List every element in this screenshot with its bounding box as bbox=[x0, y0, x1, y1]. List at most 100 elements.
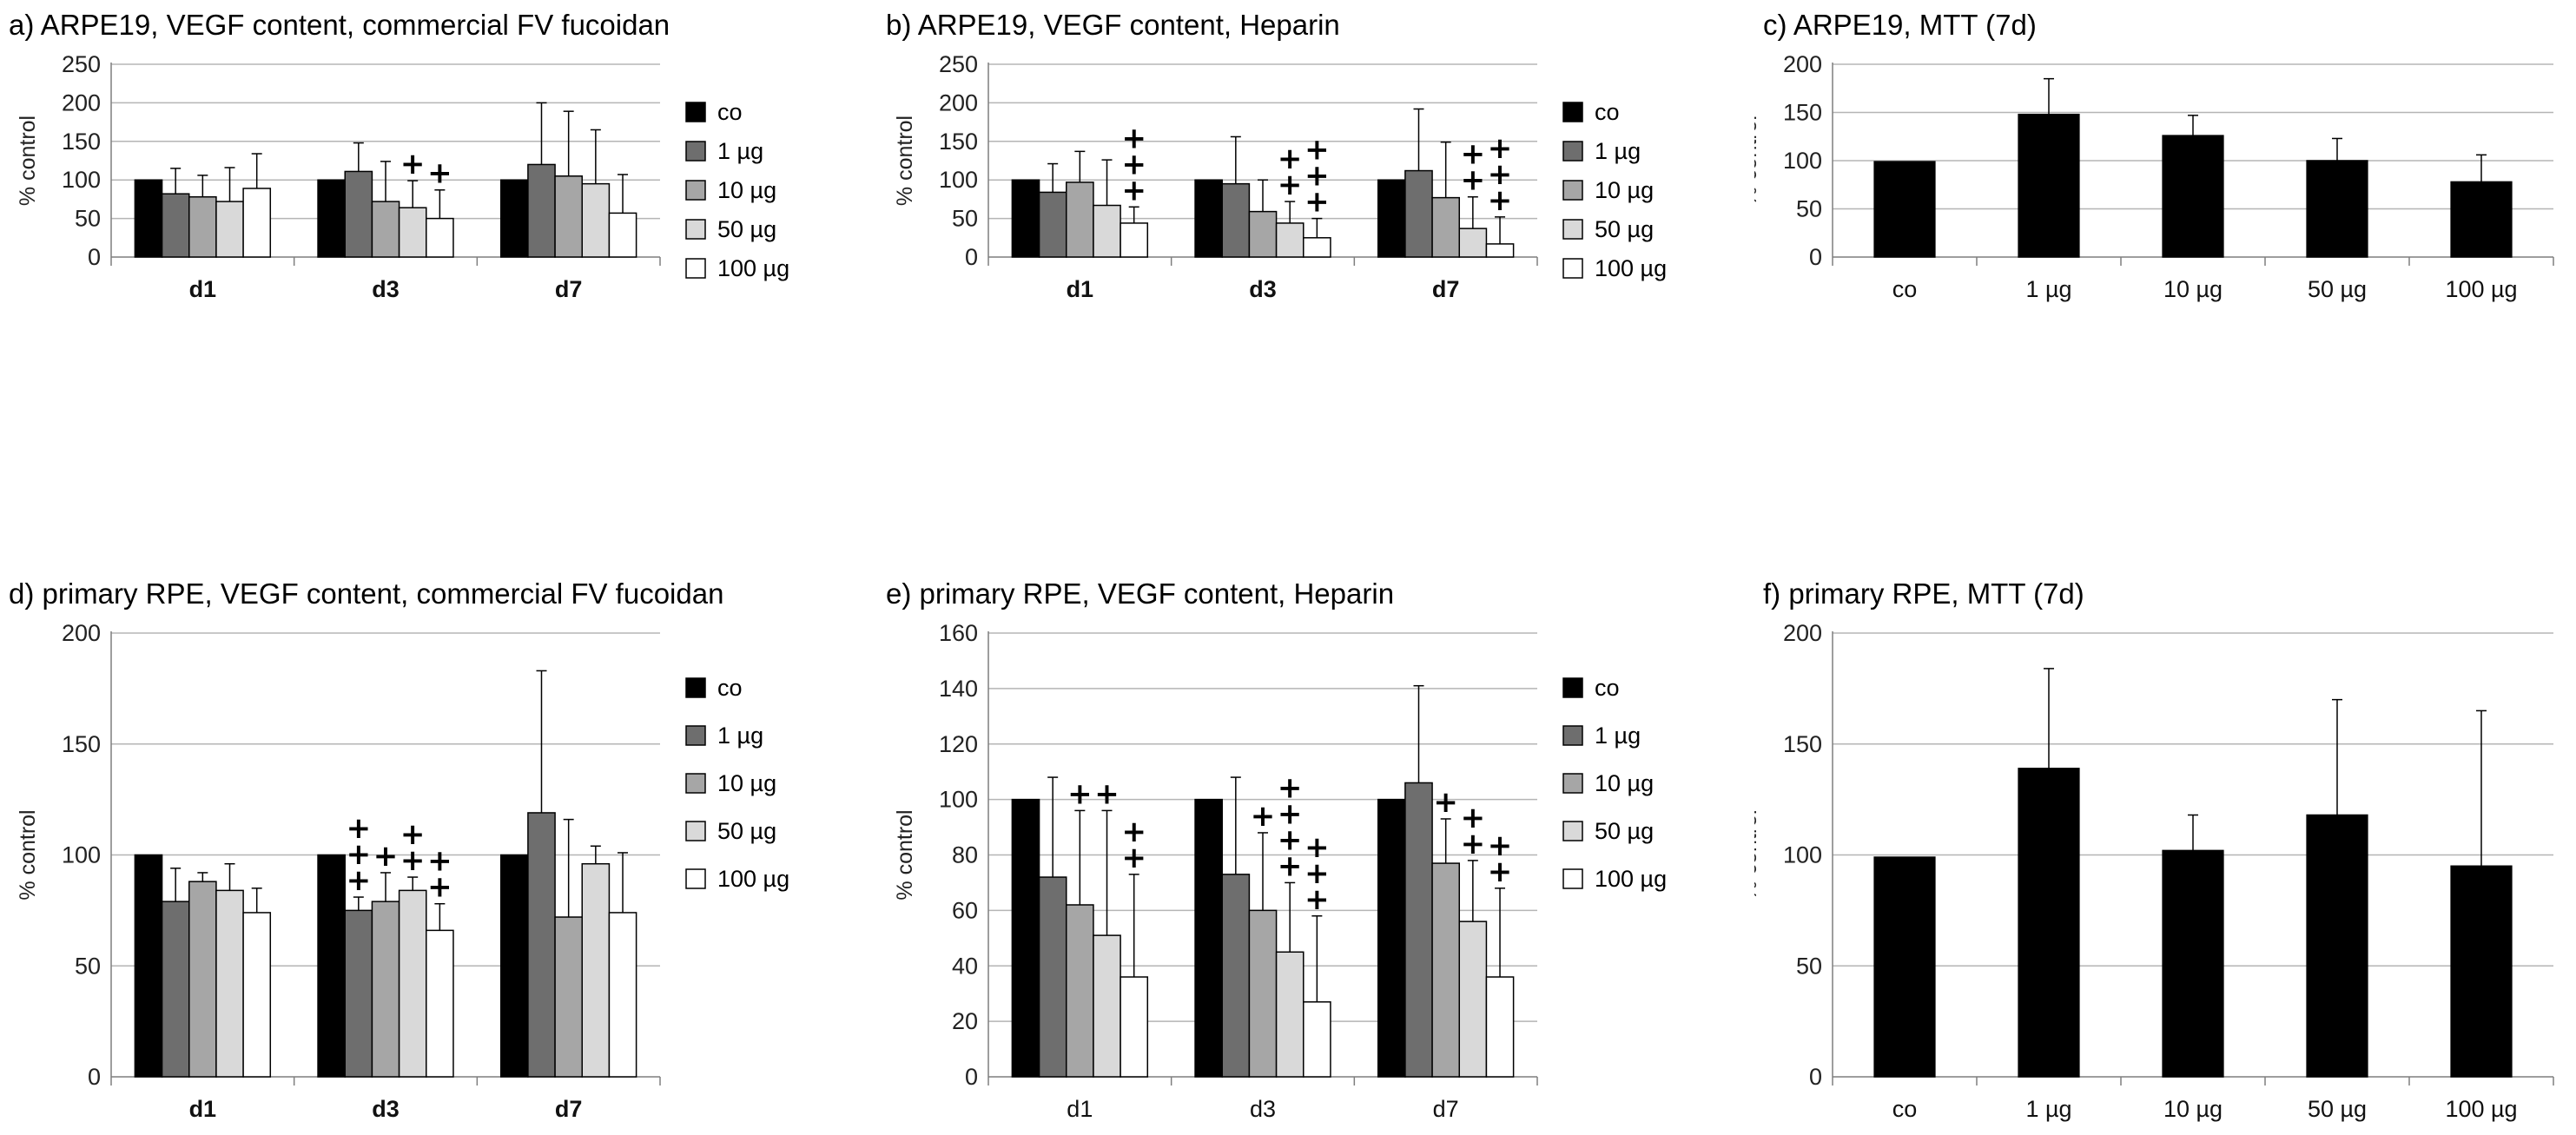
bar-MTT-1g bbox=[2018, 768, 2080, 1078]
legend-label: 10 µg bbox=[717, 770, 776, 796]
significance-marker: + bbox=[400, 817, 426, 852]
bar-1g-d1 bbox=[1038, 876, 1067, 1078]
bar-10g-d3 bbox=[371, 901, 400, 1078]
chart-panel-a: a) ARPE19, VEGF content, commercial FV f… bbox=[0, 0, 860, 564]
x-category-label: d3 bbox=[372, 276, 400, 302]
bar-1g-d3 bbox=[344, 170, 373, 258]
bar-MTT-50g bbox=[2306, 160, 2368, 258]
legend-label: co bbox=[1595, 99, 1620, 125]
legend-label: 10 µg bbox=[1595, 770, 1654, 796]
x-category-label: 100 µg bbox=[2445, 276, 2517, 302]
bar-MTT-1g bbox=[2018, 113, 2080, 258]
significance-marker: + bbox=[1278, 770, 1303, 805]
bar-50g-d1 bbox=[215, 201, 244, 258]
legend-swatch bbox=[685, 219, 706, 240]
x-category-label: 10 µg bbox=[2163, 276, 2223, 302]
x-category-label: d7 bbox=[555, 276, 583, 302]
y-tick-label: 200 bbox=[939, 89, 978, 115]
bar-co-d7 bbox=[499, 179, 529, 258]
legend-swatch bbox=[685, 725, 706, 746]
x-category-label: d3 bbox=[1249, 276, 1277, 302]
chart-panel-e: e) primary RPE, VEGF content, Heparin 0 20… bbox=[877, 566, 1737, 1135]
y-tick-label: 200 bbox=[62, 620, 101, 646]
significance-marker: + bbox=[1251, 799, 1276, 834]
legend-swatch bbox=[1562, 725, 1583, 746]
bar-50g-d3 bbox=[1275, 222, 1305, 258]
legend-label: co bbox=[717, 99, 743, 125]
bar-10g-d1 bbox=[188, 881, 217, 1078]
bar-100g-d7 bbox=[1485, 976, 1515, 1078]
bar-10g-d1 bbox=[1065, 181, 1094, 258]
bar-co-d3 bbox=[317, 854, 346, 1078]
bar-100g-d1 bbox=[242, 188, 272, 258]
legend-swatch bbox=[685, 868, 706, 889]
bar-1g-d3 bbox=[1221, 182, 1251, 258]
x-category-label: d1 bbox=[1067, 276, 1094, 302]
bar-co-d1 bbox=[134, 179, 163, 258]
legend-label: 100 µg bbox=[1595, 866, 1667, 892]
significance-marker: + bbox=[1305, 159, 1330, 194]
y-tick-label: 150 bbox=[939, 129, 978, 155]
significance-marker: + bbox=[1121, 841, 1146, 875]
bar-100g-d1 bbox=[1120, 976, 1149, 1078]
x-category-label: 10 µg bbox=[2163, 1096, 2223, 1122]
legend-label: co bbox=[717, 675, 743, 701]
chart-title: d) primary RPE, VEGF content, commercial… bbox=[9, 577, 723, 610]
chart-title: b) ARPE19, VEGF content, Heparin bbox=[886, 9, 1340, 41]
bar-10g-d3 bbox=[1248, 909, 1278, 1078]
x-category-label: 50 µg bbox=[2308, 1096, 2367, 1122]
legend-label: 1 µg bbox=[1595, 138, 1641, 164]
significance-marker: + bbox=[1488, 828, 1513, 863]
bar-100g-d7 bbox=[1485, 243, 1515, 258]
y-tick-label: 200 bbox=[1783, 620, 1822, 646]
bar-co-d1 bbox=[1011, 798, 1040, 1078]
y-axis-label: % control bbox=[16, 809, 40, 900]
bar-50g-d7 bbox=[581, 862, 611, 1078]
y-tick-label: 0 bbox=[965, 1064, 978, 1090]
y-tick-label: 100 bbox=[939, 167, 978, 193]
y-axis-label: % control bbox=[1754, 115, 1761, 206]
x-category-label: d7 bbox=[555, 1096, 583, 1122]
bar-co-d7 bbox=[1377, 179, 1406, 258]
chart-title: c) ARPE19, MTT (7d) bbox=[1763, 9, 2037, 41]
significance-marker: + bbox=[373, 839, 399, 874]
bar-50g-d3 bbox=[398, 207, 427, 258]
legend-label: 1 µg bbox=[1595, 723, 1641, 749]
x-category-label: co bbox=[1892, 1096, 1918, 1122]
legend-label: 50 µg bbox=[1595, 818, 1654, 844]
legend-label: 50 µg bbox=[717, 818, 776, 844]
chart-panel-f: f) primary RPE, MTT (7d) 0 50 100 150 200 % co… bbox=[1754, 566, 2576, 1135]
bar-1g-d3 bbox=[1221, 874, 1251, 1078]
significance-marker: + bbox=[427, 870, 452, 905]
significance-marker: + bbox=[1461, 827, 1486, 861]
bar-co-d3 bbox=[317, 179, 346, 258]
bar-100g-d3 bbox=[426, 217, 454, 258]
significance-marker: + bbox=[1278, 848, 1303, 883]
bar-10g-d7 bbox=[1431, 862, 1461, 1078]
legend-swatch bbox=[1562, 219, 1583, 240]
legend-swatch bbox=[685, 677, 706, 698]
bar-co-d1 bbox=[134, 854, 163, 1078]
y-tick-label: 150 bbox=[62, 731, 101, 757]
bar-100g-d1 bbox=[1120, 222, 1149, 258]
bar-10g-d3 bbox=[371, 201, 400, 258]
bar-co-d3 bbox=[1194, 798, 1223, 1078]
x-category-label: d3 bbox=[1250, 1096, 1276, 1122]
significance-marker: + bbox=[347, 811, 372, 846]
bar-co-d1 bbox=[1011, 179, 1040, 258]
y-tick-label: 80 bbox=[952, 842, 978, 868]
y-axis-label: % control bbox=[16, 115, 40, 206]
y-tick-label: 100 bbox=[62, 167, 101, 193]
significance-marker: + bbox=[400, 147, 426, 181]
y-tick-label: 250 bbox=[62, 51, 101, 77]
bar-50g-d7 bbox=[1458, 228, 1488, 258]
y-tick-label: 50 bbox=[952, 206, 978, 232]
y-tick-label: 0 bbox=[1809, 1064, 1822, 1090]
bar-1g-d7 bbox=[527, 163, 556, 258]
bar-MTT-100g bbox=[2450, 865, 2513, 1078]
bar-1g-d3 bbox=[344, 909, 373, 1078]
legend-swatch bbox=[1562, 868, 1583, 889]
significance-marker: + bbox=[427, 156, 452, 191]
significance-marker: + bbox=[1433, 785, 1458, 820]
y-tick-label: 200 bbox=[1783, 51, 1822, 77]
